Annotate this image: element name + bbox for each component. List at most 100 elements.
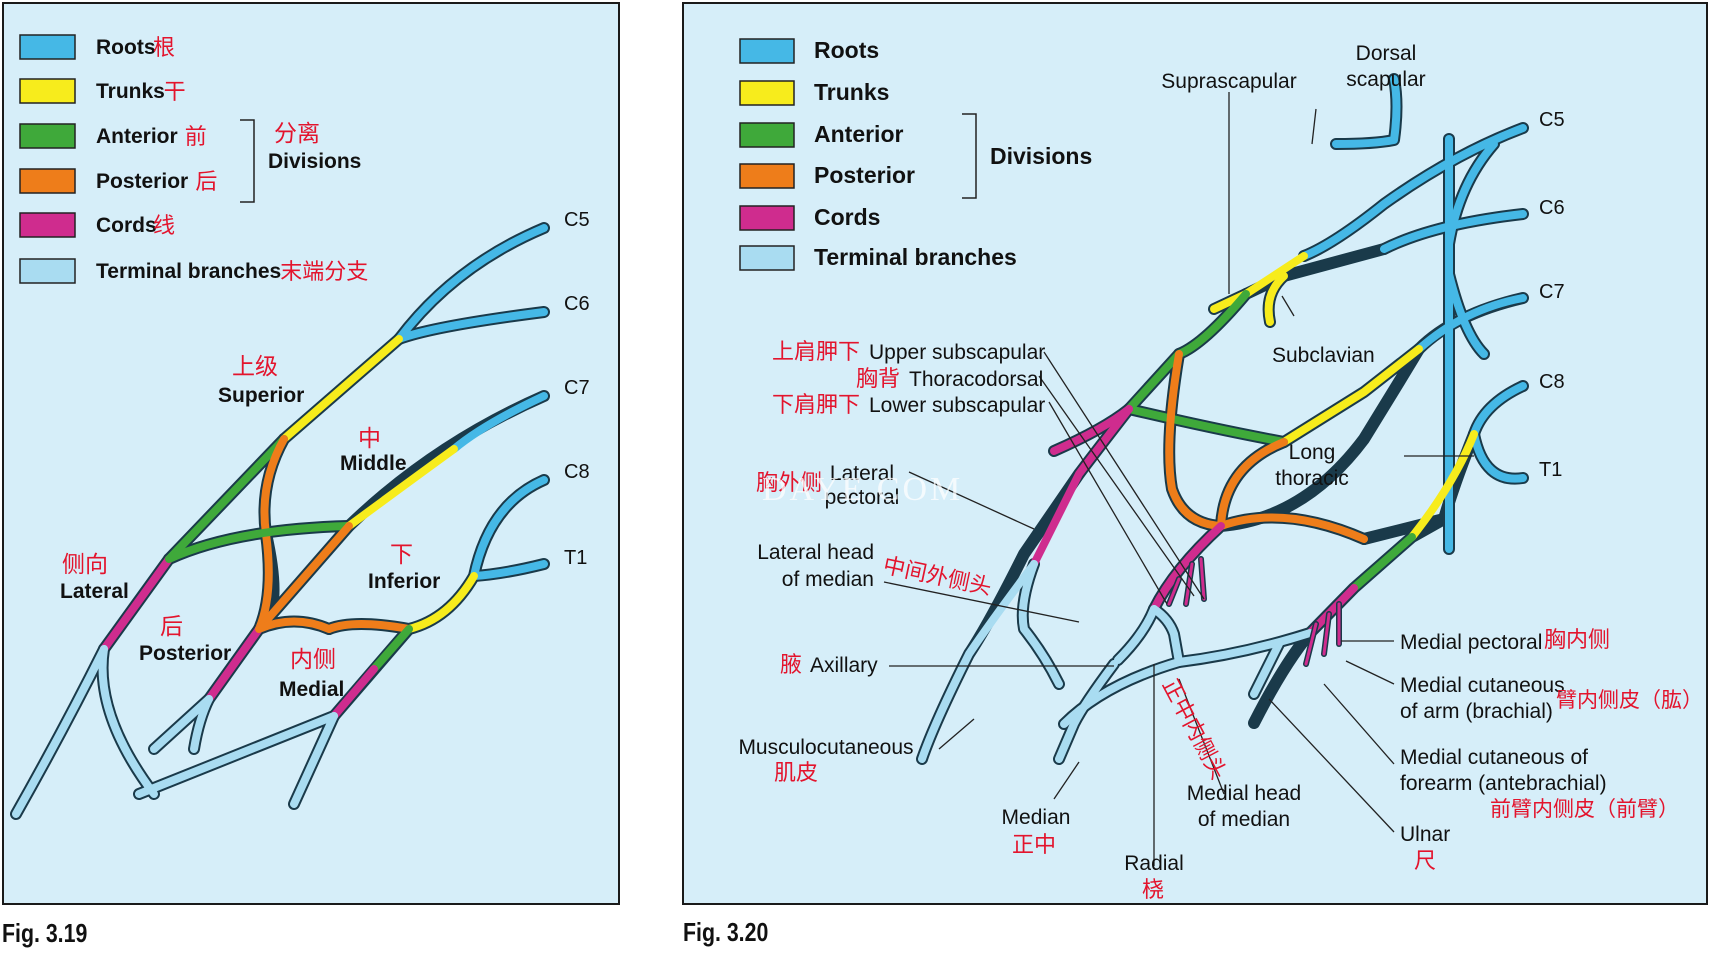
root-label-320-c7: C7 [1539,281,1565,303]
med-cut-arm-label-1: Medial cutaneous [1400,674,1565,697]
med-cut-forearm-cn: 前臂内侧皮（前臂） [1490,797,1679,821]
med-cut-arm-label-2: of arm (brachial) [1400,700,1553,723]
legend-label-320-roots: Roots [814,37,879,63]
legend-swatch-320-trunks [739,80,795,106]
fig-3-19-panel: Roots 根 Trunks 干 Anterior 前 Posterior 后 Cords 线 Te… [2,2,620,905]
suprascapular-label: Suprascapular [1161,70,1296,93]
legend-cn-cords: 线 [153,214,175,239]
legend-cn-posterior: 后 [195,170,217,195]
medial-pectoral-cn: 胸内侧 [1544,628,1610,653]
legend-label-cords: Cords [96,214,157,237]
med-cut-arm-cn: 臂内侧皮（肱） [1556,688,1703,712]
posterior-cord-label: Posterior [139,642,231,665]
medial-cord-label: Medial [279,678,344,701]
legend-label-320-anterior: Anterior [814,121,904,147]
lower-subscapular-cn: 下肩胛下 [772,393,860,418]
legend-swatch-terminal [19,258,76,284]
legend-swatch-posterior [19,168,76,194]
legend-3-20: Roots Trunks Anterior Posterior Cords Termina… [739,37,1017,271]
root-label-t1: T1 [564,547,587,569]
medial-cn-label: 内侧 [290,647,336,673]
lateral-cn-label: 侧向 [62,552,108,578]
musculocutaneous-cn: 肌皮 [774,761,818,786]
legend-cn-trunks: 干 [164,80,186,105]
middle-trunk-label: Middle [340,452,407,475]
lower-subscapular-label: Lower subscapular [869,394,1045,417]
legend-swatch-trunks [19,78,76,104]
median-cn: 正中 [1012,833,1056,858]
med-cut-forearm-label-1: Medial cutaneous of [1400,746,1588,769]
thoracodorsal-cn: 胸背 [856,367,900,392]
legend-swatch-roots [19,34,76,60]
dorsal-scapular-label-2: scapular [1346,68,1425,91]
root-labels-3-20: C5 C6 C7 C8 T1 [1539,109,1565,481]
lateral-head-label-1: Lateral head [757,541,874,564]
medial-head-label-2: of median [1198,808,1290,831]
root-label-320-t1: T1 [1539,459,1562,481]
divisions-label-3-20: Divisions [990,143,1092,169]
fig-3-20-panel: Roots Trunks Anterior Posterior Cords Termina… [682,2,1708,905]
fig-3-20-diagram: Roots Trunks Anterior Posterior Cords Termina… [738,37,1703,903]
plexus-3-20 [916,73,1529,765]
divisions-bracket-3-20 [962,113,977,199]
root-label-320-c6: C6 [1539,197,1565,219]
legend-swatch-anterior [19,123,76,149]
divisions-bracket [240,119,255,203]
axillary-label: Axillary [810,654,878,677]
med-cut-forearm-label-2: forearm (antebrachial) [1400,772,1607,795]
root-label-320-c5: C5 [1539,109,1565,131]
musculocutaneous-label: Musculocutaneous [738,736,913,759]
upper-subscapular-label: Upper subscapular [869,341,1045,364]
legend-label-posterior: Posterior [96,170,188,193]
legend-label-320-cords: Cords [814,204,880,230]
legend-swatch-320-roots [739,38,795,64]
legend-swatch-320-terminal [739,245,795,271]
legend-swatch-320-anterior [739,122,795,148]
medial-head-cn: 正中内侧头 [1157,675,1231,784]
divisions-label: Divisions [268,150,361,173]
superior-trunk-label: Superior [218,384,304,407]
legend-label-roots: Roots [96,36,156,59]
root-label-320-c8: C8 [1539,371,1565,393]
root-label-c7: C7 [564,377,590,399]
lateral-cord-label: Lateral [60,580,129,603]
dorsal-scapular-label-1: Dorsal [1356,42,1417,65]
long-thoracic-label-2: thoracic [1275,467,1349,490]
inferior-cn-label: 下 [390,542,413,568]
legend-label-320-posterior: Posterior [814,162,915,188]
ulnar-label: Ulnar [1400,823,1450,846]
lateral-head-label-2: of median [782,568,874,591]
root-label-c5: C5 [564,209,590,231]
divisions-cn-label: 分离 [274,121,320,147]
superior-cn-label: 上级 [232,354,278,380]
inferior-trunk-label: Inferior [368,570,440,593]
fig-3-19-caption: Fig. 3.19 [2,918,88,948]
posterior-cn-label: 后 [160,614,183,640]
long-thoracic-label-1: Long [1289,441,1336,464]
lateral-pectoral-label-1: Lateral [830,462,894,485]
lateral-head-cn: 中间外侧头 [881,553,994,600]
legend-label-trunks: Trunks [96,80,165,103]
subclavian-label: Subclavian [1272,344,1375,367]
legend-label-anterior: Anterior [96,125,178,148]
root-label-c8: C8 [564,461,590,483]
plexus-3-19 [10,222,550,820]
ulnar-cn: 尺 [1414,849,1436,874]
legend-label-320-terminal: Terminal branches [814,244,1017,270]
leader-lines [883,92,1474,866]
middle-cn-label: 中 [358,426,381,452]
root-labels-3-19: C5 C6 C7 C8 T1 [564,209,590,569]
legend-swatch-cords [19,212,76,238]
legend-cn-anterior: 前 [185,125,207,150]
lateral-pectoral-label-2: pectoral [825,486,900,509]
legend-cn-roots: 根 [153,36,175,61]
radial-cn: 桡 [1142,878,1164,903]
median-label: Median [1002,806,1071,829]
thoracodorsal-label: Thoracodorsal [909,368,1043,391]
legend-label-terminal: Terminal branches [96,260,281,283]
fig-3-20-caption: Fig. 3.20 [683,917,769,947]
medial-pectoral-label: Medial pectoral [1400,631,1542,654]
legend-swatch-320-posterior [739,163,795,189]
